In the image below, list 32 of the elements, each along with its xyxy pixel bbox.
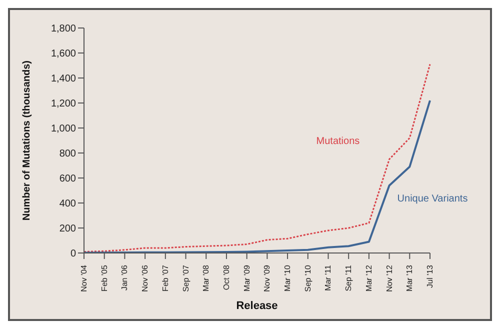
x-tick-label: Sep '07 <box>181 264 190 292</box>
x-tick-label: Feb '07 <box>160 264 170 292</box>
x-tick-label: Mar '10 <box>283 264 292 292</box>
y-tick-label: 200 <box>59 224 76 235</box>
x-tick-label: Mar '08 <box>202 264 211 292</box>
x-tick-label: Sep '10 <box>303 264 312 292</box>
x-tick-label: Feb '05 <box>100 264 109 292</box>
x-tick-label: Mar '11 <box>324 264 333 291</box>
x-tick-label: Nov '09 <box>262 264 272 292</box>
x-tick-label: Mar '13 <box>405 264 414 292</box>
x-axis-title: Release <box>236 300 278 312</box>
y-tick-label: 600 <box>59 174 76 185</box>
x-tick-label: Nov '12 <box>384 264 394 292</box>
x-tick-label: Mar '12 <box>364 264 374 292</box>
x-tick-label: Sep '11 <box>344 264 354 292</box>
y-tick-label: 1,400 <box>50 74 76 85</box>
x-tick-label: Nov '04 <box>80 264 88 292</box>
y-tick-label: 1,800 <box>50 24 76 35</box>
y-tick-label: 0 <box>70 248 76 260</box>
x-tick-label: Nov '06 <box>140 264 150 292</box>
text: Mutations <box>316 136 360 147</box>
x-tick-label: Oct '08 <box>222 264 231 290</box>
x-tick-label: Jul '13 <box>426 264 434 288</box>
y-tick-label: 1,600 <box>50 48 76 60</box>
x-tick-label: Mar '09 <box>242 264 252 292</box>
y-tick-label: 1,000 <box>50 124 76 135</box>
series-label: Unique Variants <box>397 194 468 204</box>
y-tick-label: 1,200 <box>50 98 76 110</box>
x-tick-label: Jan '06 <box>120 264 130 291</box>
y-tick-label: 400 <box>59 198 76 210</box>
y-axis-title: Number of Mutations (thousands) <box>22 60 33 220</box>
y-tick-label: 800 <box>59 148 76 160</box>
